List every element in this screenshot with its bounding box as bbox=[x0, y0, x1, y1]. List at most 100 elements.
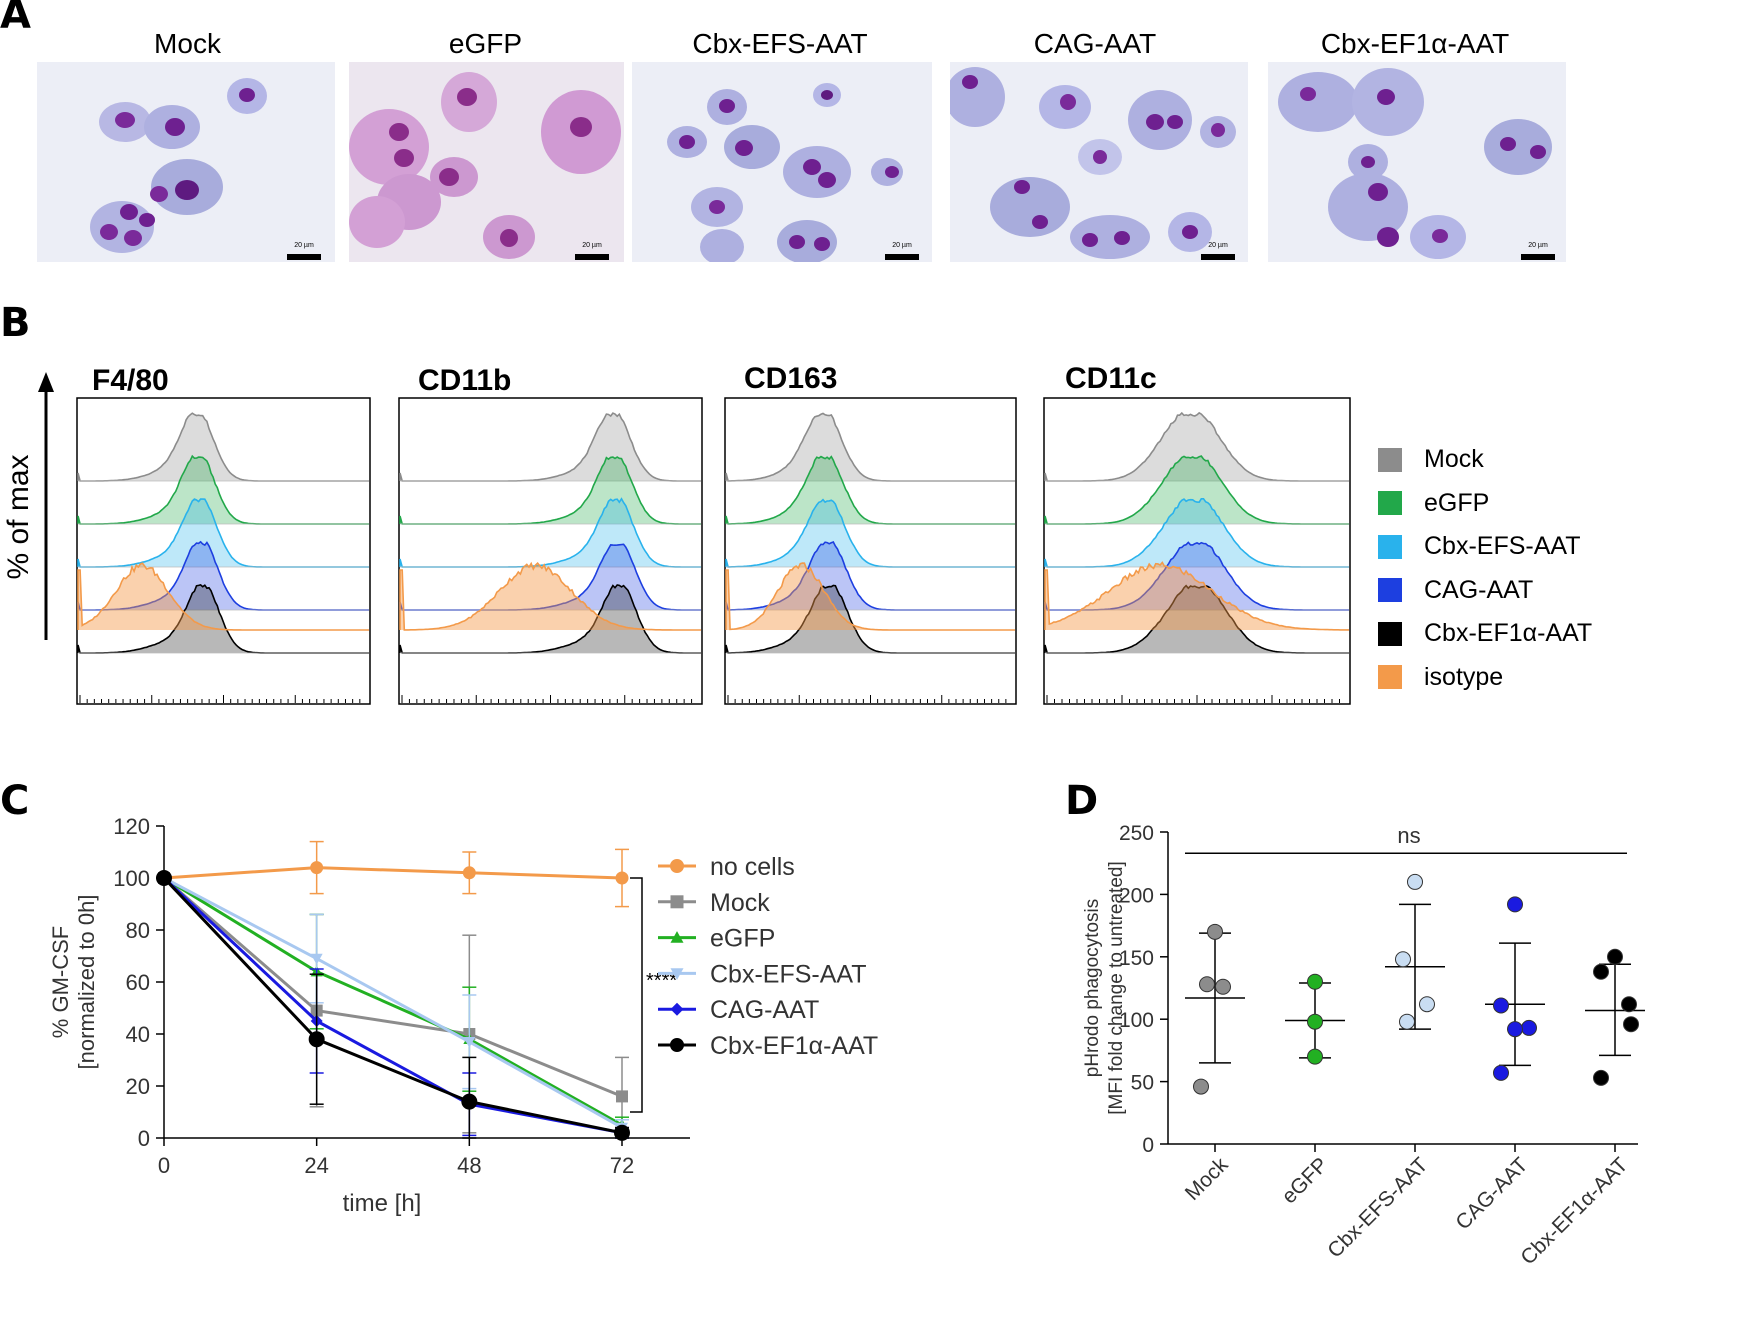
c-series-0 bbox=[157, 840, 629, 908]
histogram-isotype-line bbox=[77, 562, 369, 631]
histogram-fill bbox=[78, 413, 369, 481]
histogram-fill bbox=[400, 544, 701, 610]
micro-label-mock: Mock bbox=[154, 28, 221, 59]
d-group-2: Cbx-EFS-AAT bbox=[1323, 873, 1445, 1262]
d-data-point bbox=[1307, 1013, 1323, 1030]
d-x-tick-label: CAG-AAT bbox=[1451, 1153, 1532, 1234]
c-series-line bbox=[163, 876, 623, 1127]
legend-b-item-2: Cbx-EFS-AAT bbox=[1378, 532, 1581, 561]
histogram-cd11b bbox=[398, 397, 703, 705]
legend-b-swatch bbox=[1378, 578, 1402, 602]
histogram-fill bbox=[726, 499, 1015, 567]
histogram-isotype-fill bbox=[400, 563, 701, 630]
scale-label-egfp: 20 µm bbox=[582, 242, 602, 249]
histogram-fill bbox=[400, 498, 701, 567]
legend-b-item-5: isotype bbox=[1378, 663, 1503, 692]
c-y-label-2: [normalized to 0h] bbox=[74, 895, 99, 1070]
legend-b-label: isotype bbox=[1424, 662, 1504, 691]
legend-b-swatch bbox=[1378, 447, 1402, 472]
scale-label-mock: 20 µm bbox=[294, 242, 314, 249]
panel-letter-a: A bbox=[0, 0, 31, 38]
c-legend-marker bbox=[670, 968, 684, 980]
c-data-point bbox=[310, 861, 324, 875]
scale-bar-cag bbox=[1201, 254, 1235, 260]
c-series-line bbox=[163, 876, 623, 1129]
legend-b-item-0: Mock bbox=[1378, 445, 1484, 474]
d-x-tick-label: eGFP bbox=[1277, 1153, 1332, 1208]
histogram-isotype-line bbox=[1044, 561, 1349, 631]
histogram-isotype-fill bbox=[1045, 562, 1349, 630]
c-data-point bbox=[615, 871, 629, 885]
c-x-label: time [h] bbox=[343, 1190, 422, 1217]
histogram-fill bbox=[400, 585, 701, 653]
d-data-point bbox=[1307, 973, 1323, 990]
c-legend-label: Cbx-EF1α-AAT bbox=[710, 1032, 878, 1060]
c-legend-item-3: Cbx-EFS-AAT bbox=[658, 960, 867, 988]
legend-b-item-4: Cbx-EF1α-AAT bbox=[1378, 619, 1592, 648]
d-x-tick-label-group: CAG-AAT bbox=[1451, 1153, 1532, 1234]
legend-b-label: Cbx-EF1α-AAT bbox=[1424, 619, 1593, 647]
c-y-tick-label: 80 bbox=[126, 918, 150, 943]
marker-title-f480: F4/80 bbox=[92, 364, 169, 397]
c-x-tick-label: 24 bbox=[304, 1153, 328, 1178]
c-legend-label: Mock bbox=[710, 889, 770, 917]
histogram-fill bbox=[1045, 542, 1349, 610]
histogram-cd163 bbox=[724, 397, 1017, 705]
d-data-point bbox=[1399, 1013, 1415, 1030]
c-legend-item-5: Cbx-EF1α-AAT bbox=[658, 1032, 878, 1060]
c-significance-bracket bbox=[630, 877, 643, 1113]
scale-bar-egfp bbox=[575, 254, 609, 260]
histogram-fill bbox=[1045, 498, 1349, 567]
histogram-fill bbox=[78, 456, 369, 524]
histogram-fill bbox=[78, 499, 369, 567]
c-series-line bbox=[162, 876, 623, 1135]
histogram-fill bbox=[400, 413, 701, 481]
d-data-point bbox=[1395, 951, 1411, 968]
histogram-frame bbox=[398, 397, 703, 705]
histogram-isotype-line bbox=[725, 562, 1015, 631]
marker-title-cd11b: CD11b bbox=[418, 364, 512, 397]
c-legend-label: CAG-AAT bbox=[710, 996, 819, 1024]
d-data-point bbox=[1493, 997, 1509, 1014]
d-x-tick-label: Cbx-EFS-AAT bbox=[1323, 1153, 1432, 1262]
histogram-fill bbox=[1045, 456, 1349, 524]
micrograph-cbx-ef1a bbox=[1268, 62, 1566, 262]
c-series-5 bbox=[156, 870, 630, 1141]
c-data-point bbox=[308, 1031, 325, 1048]
c-data-point bbox=[614, 1124, 630, 1141]
d-group-4: Cbx-EF1α-AAT bbox=[1516, 948, 1645, 1269]
d-x-tick-label-group: Mock bbox=[1181, 1153, 1233, 1205]
flow-y-axis-arrow bbox=[38, 372, 54, 640]
legend-b-label: Cbx-EFS-AAT bbox=[1424, 532, 1581, 560]
micro-label-cbx-ef1a: Cbx-EF1α-AAT bbox=[1320, 28, 1510, 59]
d-y-label-group: pHrodo phagocytosis [MFI fold change to u… bbox=[1082, 861, 1127, 1115]
d-data-point bbox=[1307, 1048, 1323, 1065]
histogram-fill bbox=[78, 584, 369, 653]
d-x-tick-label-group: eGFP bbox=[1277, 1153, 1332, 1208]
d-data-point bbox=[1607, 948, 1623, 965]
micrograph-cbx-efs bbox=[632, 62, 932, 262]
histogram-fill bbox=[78, 541, 369, 610]
d-y-label-2: [MFI fold change to untreated] bbox=[1106, 861, 1127, 1115]
c-y-tick-label: 120 bbox=[113, 814, 150, 839]
d-group-0: Mock bbox=[1181, 923, 1245, 1205]
d-data-point bbox=[1215, 978, 1231, 995]
histogram-isotype-line bbox=[399, 561, 701, 631]
legend-b-label: Mock bbox=[1424, 445, 1484, 473]
c-legend-marker bbox=[670, 1038, 684, 1052]
c-data-point bbox=[461, 1093, 478, 1110]
c-legend-marker bbox=[670, 859, 684, 873]
legend-b-swatch bbox=[1378, 491, 1402, 515]
d-data-point bbox=[1199, 976, 1215, 993]
d-data-point bbox=[1623, 1016, 1639, 1033]
micro-label-egfp: eGFP bbox=[448, 28, 523, 59]
d-data-point bbox=[1593, 1069, 1609, 1086]
chart-d-phagocytosis: 0 50 100 150 200 250 pHrodo phagocytosis [MFI f… bbox=[1082, 822, 1645, 1269]
marker-title-cd163: CD163 bbox=[744, 362, 838, 395]
d-x-tick-label: Mock bbox=[1181, 1153, 1233, 1205]
panel-letter-b: B bbox=[0, 300, 31, 346]
c-data-point bbox=[310, 953, 323, 965]
scale-bar-cbx-efs bbox=[885, 254, 919, 260]
c-data-point bbox=[462, 866, 476, 880]
c-legend-label: no cells bbox=[710, 853, 795, 881]
